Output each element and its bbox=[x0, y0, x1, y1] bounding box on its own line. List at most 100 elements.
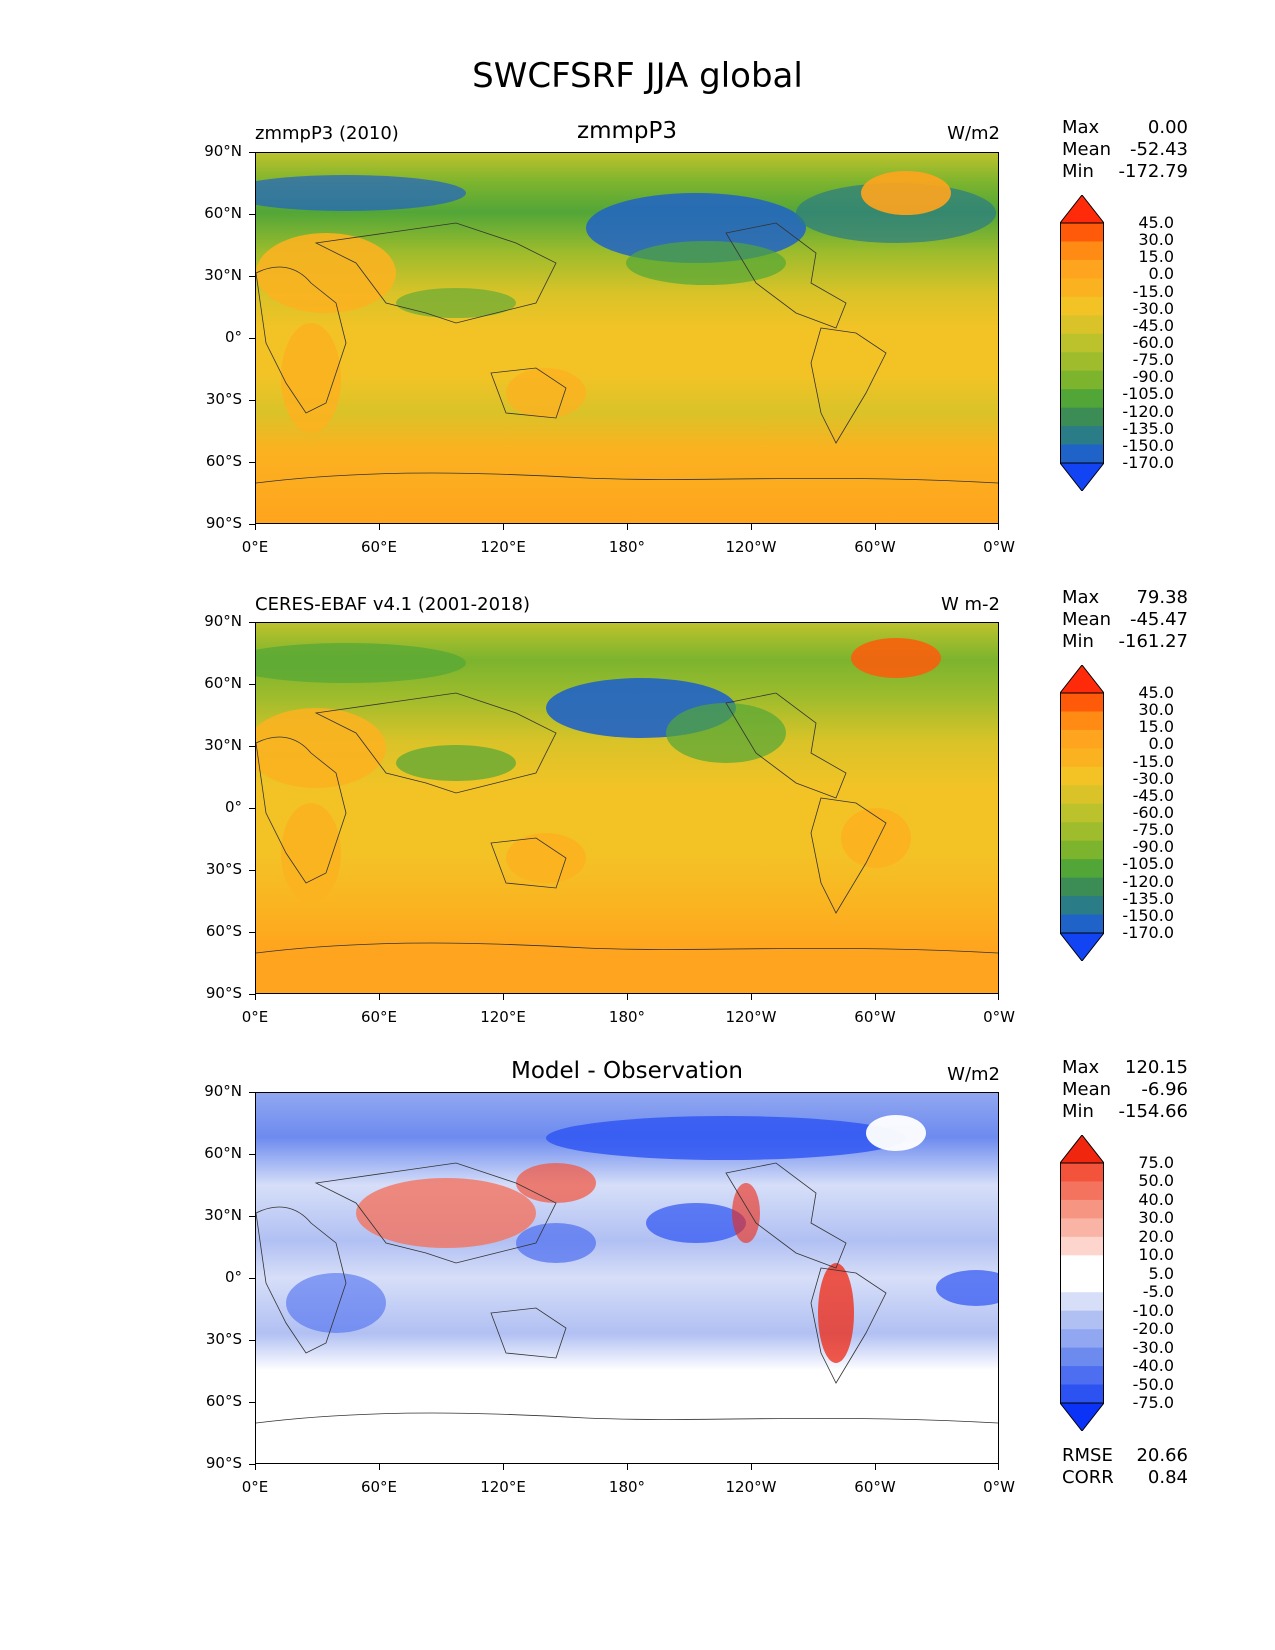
stat-rmse: 20.66 bbox=[1136, 1445, 1188, 1466]
colorbar-level-label: 50.0 bbox=[1138, 1171, 1174, 1191]
colorbar-level-label: -30.0 bbox=[1132, 1337, 1174, 1357]
y-tick-mark bbox=[249, 400, 255, 401]
y-tick-label: 90°N bbox=[204, 612, 242, 630]
x-tick-mark bbox=[503, 524, 504, 530]
stat-label: Mean bbox=[1062, 1079, 1112, 1100]
y-tick-label: 90°N bbox=[204, 142, 242, 160]
panel-units: W/m2 bbox=[947, 123, 1000, 144]
x-tick-label: 120°W bbox=[725, 1008, 777, 1026]
x-tick-label: 120°W bbox=[725, 538, 777, 556]
stat-label: Mean bbox=[1062, 609, 1112, 630]
coastline bbox=[490, 1307, 567, 1359]
coastline bbox=[256, 1206, 347, 1354]
colorbar-extend-min bbox=[1060, 932, 1104, 961]
stat-min: -154.66 bbox=[1118, 1101, 1188, 1122]
colorbar-level-label: -170.0 bbox=[1122, 453, 1174, 472]
field-blob bbox=[506, 368, 586, 418]
x-tick-label: 120°E bbox=[480, 538, 526, 556]
figure-title: SWCFSRF JJA global bbox=[472, 56, 803, 96]
y-tick-label: 60°S bbox=[205, 1392, 242, 1410]
colorbar-level-label: 20.0 bbox=[1138, 1226, 1174, 1246]
x-tick-mark bbox=[751, 1464, 752, 1470]
x-tick-mark bbox=[875, 994, 876, 1000]
coastline bbox=[725, 222, 847, 329]
colorbar-level-label: -5.0 bbox=[1142, 1282, 1174, 1302]
y-tick-label: 90°N bbox=[204, 1082, 242, 1100]
colorbar-level-label: -120.0 bbox=[1122, 871, 1174, 891]
colorbar-level-label: -135.0 bbox=[1122, 888, 1174, 908]
field-blob bbox=[861, 171, 951, 215]
x-tick-mark bbox=[503, 1464, 504, 1470]
colorbar-band bbox=[1060, 1255, 1104, 1275]
colorbar-level-label: -150.0 bbox=[1122, 905, 1174, 925]
y-tick-label: 60°N bbox=[204, 1144, 242, 1162]
error-stats-box: RMSE 20.66 CORR 0.84 bbox=[1062, 1445, 1188, 1489]
colorbar-level-label: -150.0 bbox=[1122, 435, 1174, 455]
y-tick-label: 0° bbox=[224, 1268, 242, 1286]
coastline bbox=[314, 692, 557, 794]
x-tick-label: 0°E bbox=[241, 1478, 269, 1496]
coastline bbox=[810, 1267, 887, 1384]
colorbar-frame bbox=[1060, 222, 1104, 464]
stats-box: Max 0.00 Mean -52.43 Min -172.79 bbox=[1062, 117, 1188, 183]
field-blob bbox=[546, 1116, 906, 1160]
stats-box: Max 79.38 Mean -45.47 Min -161.27 bbox=[1062, 587, 1188, 653]
y-tick-mark bbox=[249, 462, 255, 463]
stat-label: RMSE bbox=[1062, 1445, 1113, 1466]
coastline bbox=[490, 837, 567, 889]
field-blob bbox=[626, 241, 786, 285]
colorbar-level-label: 0.0 bbox=[1148, 734, 1174, 754]
colorbar-level-label: 30.0 bbox=[1138, 1208, 1174, 1228]
colorbar-level-label: -50.0 bbox=[1132, 1374, 1174, 1394]
colorbar-band bbox=[1060, 241, 1104, 261]
y-tick-mark bbox=[249, 1464, 255, 1465]
map-plot-model bbox=[255, 152, 999, 524]
panel-center-title: zmmpP3 bbox=[577, 118, 677, 144]
y-tick-mark bbox=[249, 338, 255, 339]
colorbar-band bbox=[1060, 278, 1104, 298]
colorbar-band bbox=[1060, 803, 1104, 823]
coastline bbox=[314, 222, 557, 324]
y-tick-mark bbox=[249, 808, 255, 809]
colorbar-level-label: -30.0 bbox=[1132, 298, 1174, 318]
colorbar-band bbox=[1060, 693, 1104, 712]
colorbar-band bbox=[1060, 333, 1104, 353]
coastline bbox=[256, 472, 998, 484]
colorbar-extend-max bbox=[1060, 665, 1104, 694]
colorbar-band bbox=[1060, 223, 1104, 242]
colorbar-band bbox=[1060, 1199, 1104, 1219]
stat-max: 79.38 bbox=[1136, 587, 1188, 608]
map-plot-difference bbox=[255, 1092, 999, 1464]
colorbar-band bbox=[1060, 729, 1104, 749]
x-tick-mark bbox=[627, 524, 628, 530]
colorbar-band bbox=[1060, 748, 1104, 768]
coastline bbox=[810, 327, 887, 444]
colorbar-level-label: -45.0 bbox=[1132, 785, 1174, 805]
field-blob bbox=[356, 1178, 536, 1248]
colorbar-level-label: -10.0 bbox=[1132, 1300, 1174, 1320]
coastline bbox=[256, 1412, 998, 1424]
x-tick-mark bbox=[255, 994, 256, 1000]
y-tick-mark bbox=[249, 870, 255, 871]
colorbar-band bbox=[1060, 1236, 1104, 1256]
stat-min: -161.27 bbox=[1118, 631, 1188, 652]
colorbar-band bbox=[1060, 1292, 1104, 1312]
colorbar-band bbox=[1060, 1273, 1104, 1293]
y-tick-label: 90°S bbox=[205, 1454, 242, 1472]
colorbar bbox=[1060, 195, 1104, 491]
x-tick-label: 60°E bbox=[360, 538, 398, 556]
x-tick-mark bbox=[255, 524, 256, 530]
colorbar-level-label: 40.0 bbox=[1138, 1189, 1174, 1209]
colorbar-level-label: 15.0 bbox=[1138, 717, 1174, 737]
colorbar-band bbox=[1060, 1329, 1104, 1349]
colorbar-band bbox=[1060, 840, 1104, 860]
coastline bbox=[810, 797, 887, 914]
field-blob bbox=[281, 803, 341, 903]
field-blob bbox=[396, 288, 516, 318]
y-tick-mark bbox=[249, 1340, 255, 1341]
field-blob bbox=[256, 233, 396, 313]
colorbar-level-label: 45.0 bbox=[1138, 213, 1174, 232]
field-blob bbox=[646, 1203, 746, 1243]
colorbar-band bbox=[1060, 859, 1104, 879]
coastline bbox=[256, 942, 998, 954]
